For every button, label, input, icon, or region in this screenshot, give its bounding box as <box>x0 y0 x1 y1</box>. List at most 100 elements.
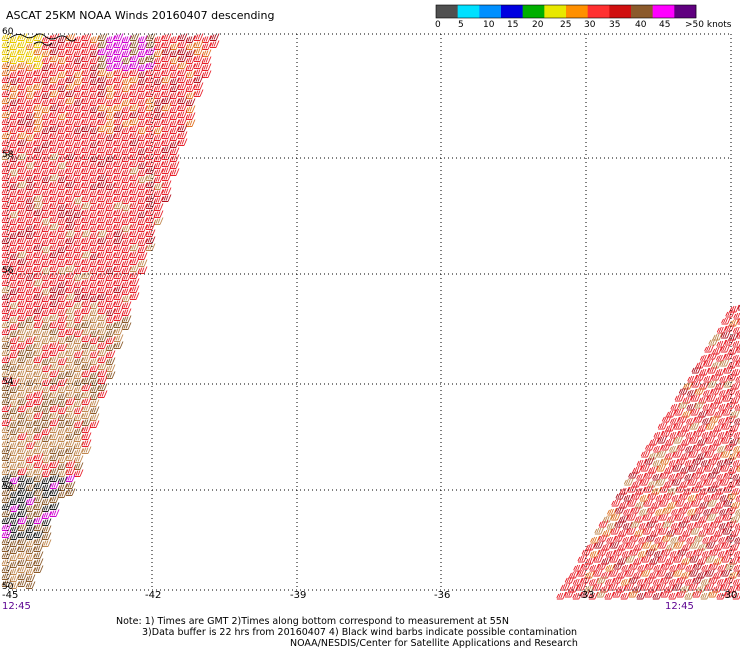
wind-barb <box>81 390 92 398</box>
wind-barb <box>657 540 668 549</box>
wind-barb <box>49 152 60 160</box>
wind-barb <box>25 133 36 141</box>
wind-barb <box>9 399 20 407</box>
wind-barb <box>145 152 156 160</box>
lon-label-45w: -45 <box>2 590 19 601</box>
wind-barb <box>105 238 116 246</box>
wind-barb <box>684 591 695 600</box>
wind-barb <box>161 124 172 132</box>
wind-barb <box>724 337 735 346</box>
wind-barb <box>716 325 727 334</box>
wind-barb <box>105 364 116 372</box>
wind-barb <box>97 264 108 272</box>
wind-barb <box>729 556 740 565</box>
wind-barb <box>661 547 672 556</box>
wind-barb <box>49 362 60 370</box>
wind-barb <box>9 175 20 183</box>
wind-barb <box>57 42 68 50</box>
wind-barb <box>105 84 116 92</box>
wind-barb <box>679 479 690 488</box>
wind-barb <box>89 77 100 85</box>
wind-barb <box>9 84 20 92</box>
wind-barb <box>113 271 124 279</box>
wind-barb <box>9 455 20 463</box>
wind-barb <box>17 390 28 398</box>
wind-barb <box>33 166 44 174</box>
wind-barb <box>89 147 100 155</box>
wind-barb <box>645 561 656 570</box>
wind-barb <box>25 567 36 575</box>
wind-barb <box>145 138 156 146</box>
wind-barb <box>153 168 164 176</box>
wind-barb <box>89 259 100 267</box>
wind-barb <box>73 140 84 148</box>
wind-barb <box>65 348 76 356</box>
wind-barb <box>73 287 84 295</box>
legend-swatch <box>457 5 480 18</box>
wind-barb <box>632 584 643 593</box>
wind-barb <box>25 448 36 456</box>
wind-barb <box>129 250 140 258</box>
wind-barb <box>81 369 92 377</box>
wind-barb <box>9 364 20 372</box>
wind-barb <box>33 362 44 370</box>
wind-barb <box>612 589 623 598</box>
wind-barb <box>113 229 124 237</box>
wind-barb <box>41 161 52 169</box>
wind-barb <box>153 91 164 99</box>
wind-barb <box>105 112 116 120</box>
wind-barb <box>65 327 76 335</box>
wind-barb <box>25 553 36 561</box>
wind-barb <box>129 54 140 62</box>
wind-barb <box>41 364 52 372</box>
wind-barb <box>633 556 644 565</box>
wind-barb <box>33 355 44 363</box>
wind-barb <box>675 484 686 493</box>
wind-barb <box>598 519 609 528</box>
wind-barb <box>57 476 68 484</box>
wind-barb <box>1 418 12 426</box>
wind-barb <box>33 397 44 405</box>
wind-barb <box>17 159 28 167</box>
wind-barb <box>121 154 132 162</box>
wind-barb <box>17 376 28 384</box>
wind-barb <box>716 577 727 586</box>
wind-barb <box>97 131 108 139</box>
wind-barb <box>686 402 697 411</box>
wind-barb <box>161 194 172 202</box>
wind-barb <box>1 145 12 153</box>
wind-barb <box>137 77 148 85</box>
wind-barb <box>17 327 28 335</box>
wind-barb <box>121 112 132 120</box>
wind-barb <box>641 554 652 563</box>
wind-barb <box>137 189 148 197</box>
wind-barb <box>33 488 44 496</box>
wind-barb <box>33 68 44 76</box>
wind-barb <box>113 320 124 328</box>
wind-barb <box>73 245 84 253</box>
wind-barb <box>185 91 196 99</box>
wind-barb <box>73 301 84 309</box>
wind-barb <box>57 378 68 386</box>
wind-barb <box>65 131 76 139</box>
wind-barb <box>41 119 52 127</box>
wind-barb <box>185 49 196 57</box>
wind-barb <box>81 89 92 97</box>
wind-barb <box>161 131 172 139</box>
wind-barb <box>681 570 691 579</box>
wind-barb <box>81 103 92 111</box>
wind-barb <box>89 175 100 183</box>
wind-barb <box>9 217 20 225</box>
wind-barb <box>647 479 658 488</box>
wind-barb <box>177 68 188 76</box>
wind-barb <box>641 540 652 549</box>
wind-barb <box>161 103 172 111</box>
wind-barb <box>49 306 60 314</box>
wind-barb <box>33 89 44 97</box>
wind-barb <box>57 343 68 351</box>
wind-barb <box>105 343 116 351</box>
wind-barb <box>89 301 100 309</box>
wind-barb <box>695 372 706 381</box>
wind-barb <box>81 47 92 55</box>
wind-barb <box>145 117 156 125</box>
